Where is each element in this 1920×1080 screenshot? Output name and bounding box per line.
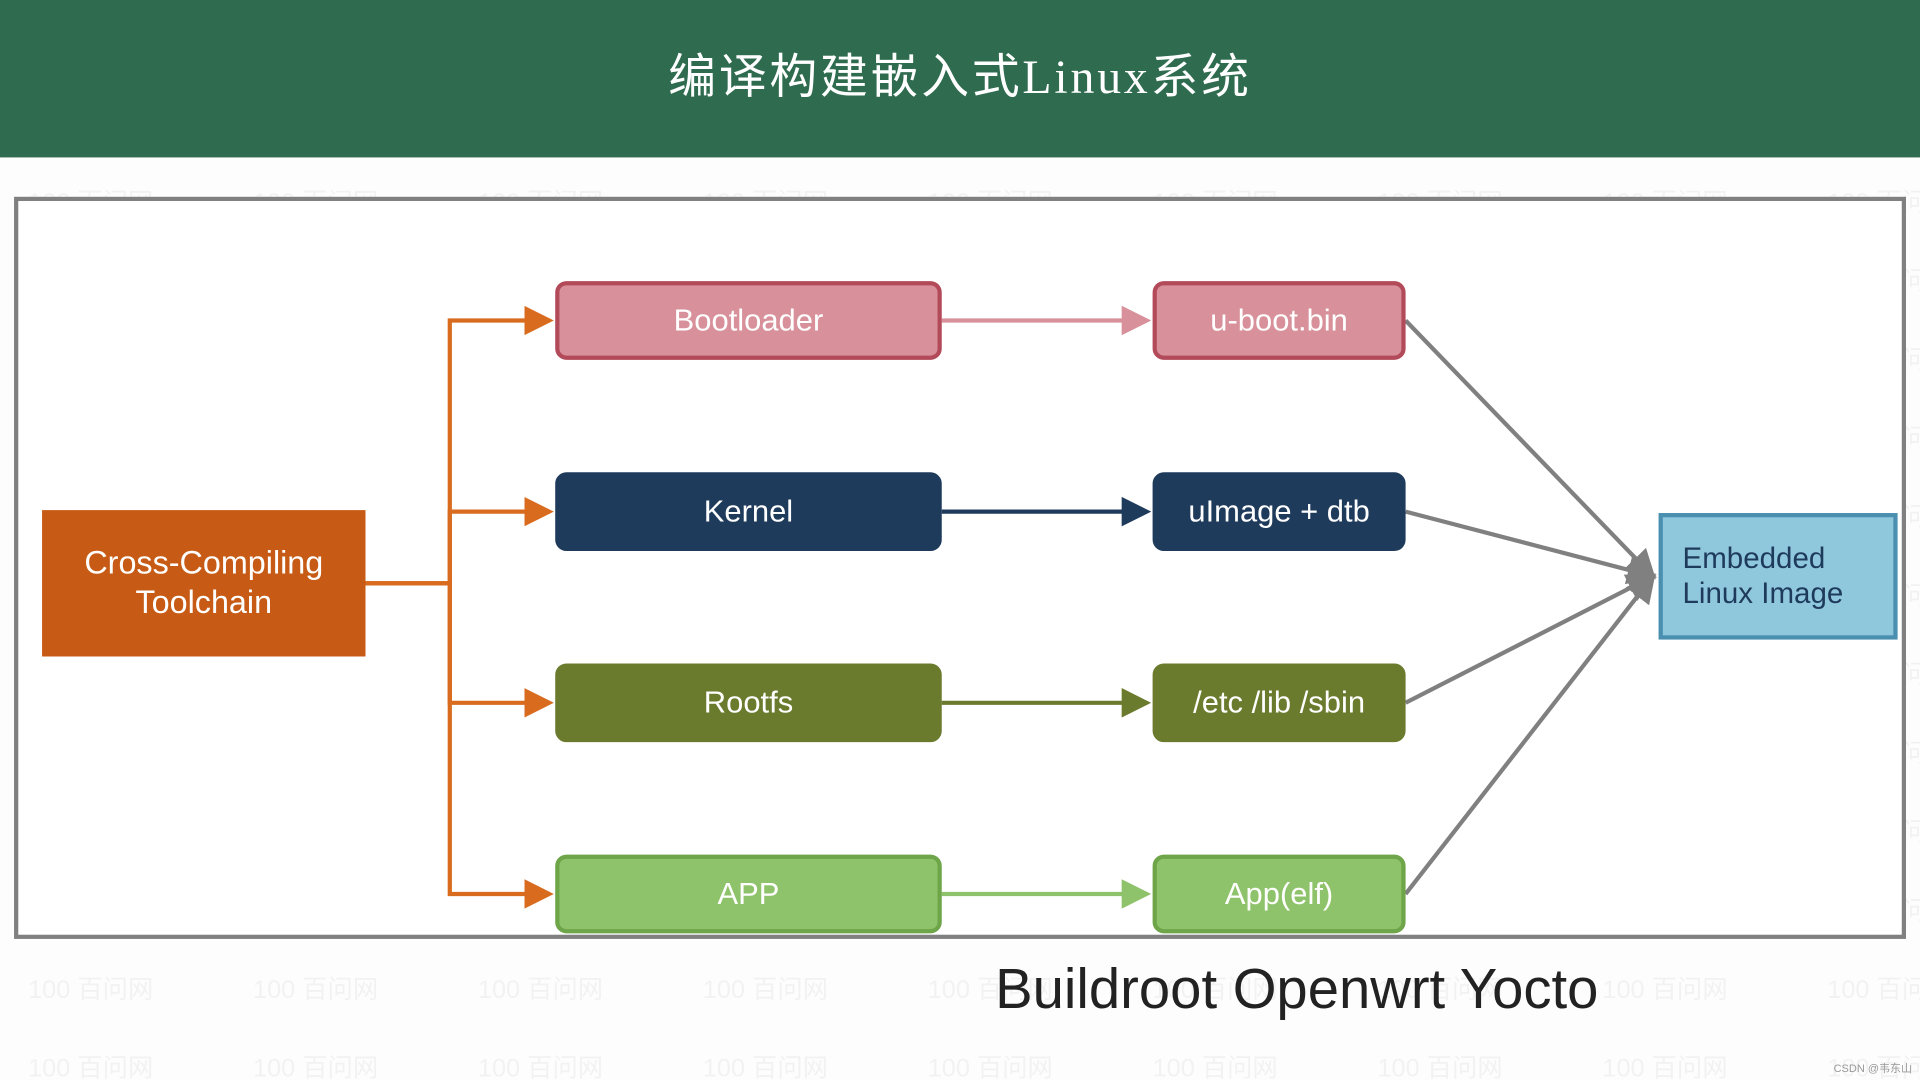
node-kernel: Kernel [555,472,942,551]
node-image: EmbeddedLinux Image [1659,513,1898,640]
header-bar: 编译构建嵌入式Linux系统 [0,0,1920,157]
node-app: APP [555,855,942,934]
node-appelf: App(elf) [1153,855,1406,934]
header-title: 编译构建嵌入式Linux系统 [668,52,1252,104]
node-uboot: u-boot.bin [1153,281,1406,360]
credit-label: CSDN @韦东山 [1834,1063,1912,1075]
credit-text: CSDN @韦东山 [1834,1060,1912,1076]
node-rootfs: Rootfs [555,663,942,742]
footer-text: Buildroot Openwrt Yocto [995,959,1598,1022]
node-bootloader: Bootloader [555,281,942,360]
node-etc: /etc /lib /sbin [1153,663,1406,742]
canvas: 100 百问网100 百问网100 百问网100 百问网100 百问网100 百… [0,0,1920,1080]
footer-label: Buildroot Openwrt Yocto [995,959,1598,1021]
node-uimage: uImage + dtb [1153,472,1406,551]
node-toolchain: Cross-CompilingToolchain [42,510,365,656]
